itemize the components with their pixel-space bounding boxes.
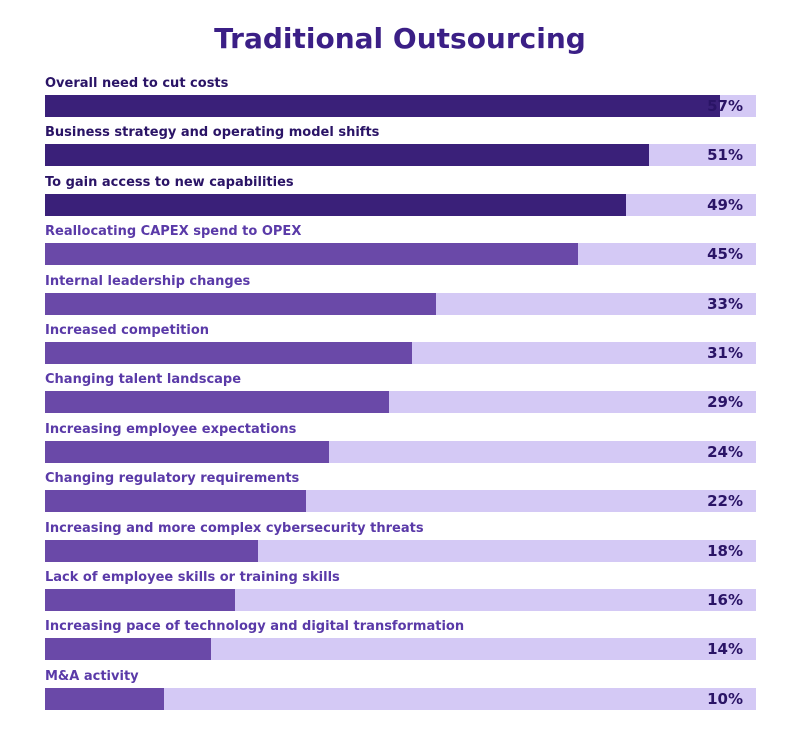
bar: [45, 342, 413, 364]
category-label: Increasing and more complex cybersecurit…: [45, 520, 424, 536]
bar-track: 33%: [45, 292, 756, 315]
bar-row: Lack of employee skills or training skil…: [45, 570, 756, 616]
value-label: 22%: [707, 492, 743, 511]
value-label: 29%: [707, 393, 743, 412]
bar: [45, 440, 330, 463]
category-label: M&A activity: [45, 668, 139, 684]
bar-track: 18%: [45, 539, 756, 562]
bar-track: 16%: [45, 589, 756, 611]
value-label: 49%: [707, 195, 743, 214]
chart-title: Traditional Outsourcing: [214, 22, 586, 55]
value-label: 14%: [707, 640, 743, 659]
bar: [45, 490, 306, 513]
value-label: 24%: [707, 442, 743, 461]
value-label: 31%: [707, 344, 743, 362]
bar-track: 49%: [45, 193, 756, 216]
bar-row: Increasing and more complex cybersecurit…: [45, 521, 756, 567]
bar-row: Internal leadership changes 33%: [45, 274, 756, 320]
bar-row: Changing talent landscape 29%: [45, 372, 756, 418]
category-label: Reallocating CAPEX spend to OPEX: [45, 224, 302, 240]
value-label: 57%: [707, 97, 743, 115]
value-label: 45%: [707, 245, 743, 264]
bar-row: Business strategy and operating model sh…: [45, 125, 756, 171]
bar-track: 45%: [45, 243, 756, 266]
bar: [45, 292, 437, 315]
category-label: To gain access to new capabilities: [45, 174, 294, 190]
bar-track: 24%: [45, 440, 756, 463]
bar: [45, 243, 579, 266]
value-label: 10%: [707, 689, 743, 708]
bar-track: 10%: [45, 687, 756, 710]
bar-row: Reallocating CAPEX spend to OPEX 45%: [45, 224, 756, 270]
bar: [45, 638, 211, 661]
bar-row: Increased competition 31%: [45, 323, 756, 369]
bar-track: 31%: [45, 342, 756, 364]
bar: [45, 95, 721, 117]
bar-row: To gain access to new capabilities 49%: [45, 175, 756, 221]
category-label: Changing regulatory requirements: [45, 471, 300, 487]
bar-row: Changing regulatory requirements 22%: [45, 471, 756, 517]
bar: [45, 391, 389, 414]
bar-row: Increasing employee expectations 24%: [45, 422, 756, 468]
bar-row: Overall need to cut costs 57%: [45, 76, 756, 122]
category-label: Internal leadership changes: [45, 273, 251, 289]
value-label: 51%: [707, 146, 743, 165]
category-label: Lack of employee skills or training skil…: [45, 570, 340, 585]
category-label: Overall need to cut costs: [45, 76, 229, 91]
bar: [45, 144, 650, 167]
category-label: Business strategy and operating model sh…: [45, 125, 380, 141]
bar: [45, 539, 259, 562]
bar-row: M&A activity 10%: [45, 669, 756, 715]
bar-track: 29%: [45, 391, 756, 414]
bar-track: 22%: [45, 490, 756, 513]
bar-row: Increasing pace of technology and digita…: [45, 619, 756, 665]
value-label: 33%: [707, 294, 743, 313]
bar: [45, 589, 235, 611]
value-label: 16%: [707, 591, 743, 609]
category-label: Increased competition: [45, 323, 210, 338]
value-label: 18%: [707, 541, 743, 560]
bar-track: 14%: [45, 638, 756, 661]
bar: [45, 193, 626, 216]
bar-track: 51%: [45, 144, 756, 167]
category-label: Increasing pace of technology and digita…: [45, 619, 465, 635]
bar: [45, 687, 164, 710]
bar-track: 57%: [45, 95, 756, 117]
category-label: Increasing employee expectations: [45, 421, 297, 437]
category-label: Changing talent landscape: [45, 372, 242, 388]
